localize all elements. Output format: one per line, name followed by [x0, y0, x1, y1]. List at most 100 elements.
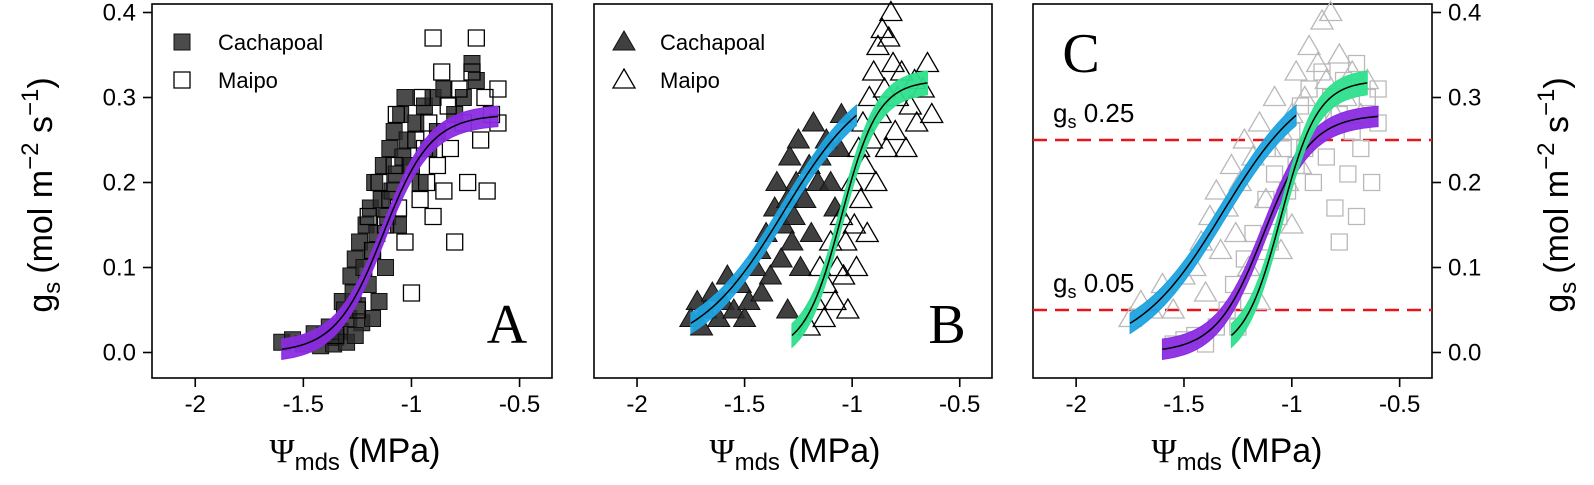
data-point — [1347, 207, 1366, 226]
data-point — [1309, 8, 1335, 30]
x-label-sub: mds — [735, 449, 780, 476]
fit-band-cachapoal — [690, 104, 857, 335]
data-point — [1326, 199, 1344, 217]
data-point — [833, 229, 858, 251]
x-label-unit: (MPa) — [1230, 432, 1323, 470]
panel-a: -2 -1.5 -1 -0.5 0.0 0.1 0.2 0.3 0.4 Cachapoal Maip… — [103, 0, 553, 418]
x-tick-label: -1.5 — [283, 391, 324, 418]
fit-band-maipo — [791, 70, 928, 349]
legend-label: Cachapoal — [218, 30, 323, 55]
data-point — [396, 233, 414, 251]
data-point — [489, 80, 507, 98]
legend-label: Maipo — [660, 68, 720, 93]
data-point — [411, 174, 429, 191]
data-point — [413, 88, 431, 107]
panel-letter: A — [487, 294, 528, 356]
x-tick-label: -2 — [1065, 391, 1086, 418]
y-tick-label: 0.3 — [103, 85, 136, 112]
data-point — [435, 80, 453, 98]
data-point — [467, 29, 485, 47]
panel-letter: C — [1062, 23, 1099, 85]
ref-label-sub: s — [1067, 282, 1076, 302]
data-point — [471, 131, 490, 149]
data-point — [450, 80, 468, 98]
data-point — [732, 306, 757, 327]
x-tick-label: -0.5 — [499, 391, 540, 418]
x-label-main: Ψ — [1152, 433, 1177, 470]
data-point — [478, 182, 496, 200]
series-cachapoal — [273, 55, 485, 355]
data-point — [387, 105, 405, 124]
data-point — [822, 289, 848, 311]
data-point — [876, 25, 901, 47]
data-point — [1219, 153, 1244, 175]
data-point — [893, 136, 919, 158]
panel-letter: B — [928, 294, 965, 356]
data-point — [777, 145, 802, 166]
data-point — [818, 170, 843, 191]
ref-label-main: g — [1053, 268, 1067, 298]
data-point — [919, 102, 944, 124]
data-point — [812, 306, 837, 328]
legend-item-cachapoal: Cachapoal — [612, 30, 765, 55]
data-point — [1274, 139, 1292, 158]
y-label-exp2: −1 — [1533, 89, 1560, 116]
svg-text:gs(mol m−2 s−1): gs(mol m−2 s−1) — [17, 77, 66, 312]
data-point — [848, 187, 873, 209]
plot-frame — [593, 3, 993, 379]
data-point — [1305, 51, 1330, 73]
ref-label-value: 0.25 — [1076, 98, 1134, 128]
fit-line-pooled — [281, 115, 499, 350]
data-point — [1313, 63, 1331, 81]
x-tick-label: -1.5 — [1163, 391, 1204, 418]
x-tick-label: -1 — [841, 391, 862, 418]
data-point — [1265, 165, 1284, 183]
data-point — [904, 110, 929, 132]
data-point — [883, 119, 908, 141]
data-point — [1327, 42, 1352, 64]
data-point — [749, 281, 774, 302]
data-point — [799, 221, 824, 242]
data-point — [915, 51, 940, 73]
data-point — [1262, 85, 1287, 107]
data-point — [424, 207, 442, 226]
data-point — [874, 136, 899, 158]
data-point — [844, 255, 869, 277]
data-point — [1283, 59, 1309, 81]
data-point — [370, 173, 388, 192]
data-point — [1352, 139, 1370, 158]
x-tick-label: -1.5 — [724, 391, 765, 418]
data-point — [898, 93, 923, 115]
reference-line-label: gs 0.25 — [1053, 98, 1134, 132]
data-point — [880, 51, 906, 73]
ref-label-value: 0.05 — [1076, 268, 1134, 298]
y-tick-label: 0.2 — [103, 170, 136, 197]
data-point — [435, 182, 453, 200]
data-point — [1193, 280, 1218, 302]
y-axis-label-left: gs(mol m−2 s−1) — [17, 77, 66, 312]
y-tick-label: 0.1 — [1448, 255, 1481, 282]
reference-line-label: gs 0.05 — [1053, 268, 1134, 302]
data-point — [1304, 173, 1323, 192]
y-label-exp1: −2 — [1533, 142, 1560, 169]
plot-frame — [1032, 3, 1433, 379]
data-point — [764, 170, 789, 191]
legend-item-maipo: Maipo — [173, 68, 278, 93]
legend-label: Cachapoal — [660, 30, 765, 55]
data-point — [1240, 292, 1258, 311]
panel-b: -2 -1.5 -1 -0.5 Cachapoal Maipo B — [593, 0, 993, 418]
x-label-sub: mds — [1177, 449, 1222, 476]
data-point — [1247, 110, 1272, 132]
data-point — [346, 327, 364, 344]
data-point — [842, 212, 867, 234]
legend-item-cachapoal: Cachapoal — [173, 30, 323, 55]
data-point — [801, 111, 826, 132]
data-point — [775, 298, 800, 319]
data-point — [780, 230, 804, 251]
data-point — [417, 173, 436, 192]
data-point — [364, 310, 382, 327]
data-point — [370, 293, 388, 310]
x-label-main: Ψ — [710, 433, 735, 470]
